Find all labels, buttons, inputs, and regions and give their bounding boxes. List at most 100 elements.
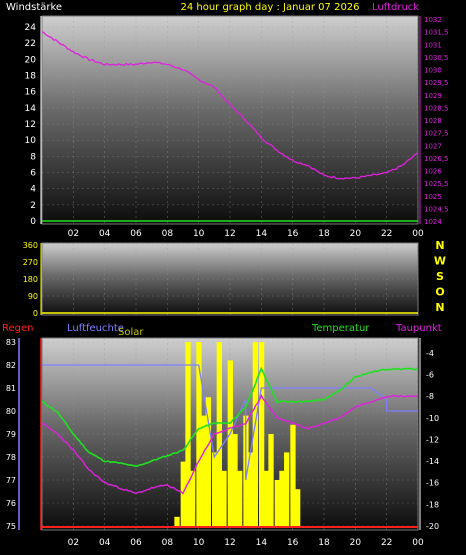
direction-tick-label: 270 — [23, 258, 38, 267]
x-tick-label: 18 — [318, 538, 330, 548]
right-tick-label: 1024,5 — [424, 205, 449, 213]
direction-tick-label: 0 — [33, 309, 38, 318]
solar-bar — [248, 452, 254, 526]
left-tick-label: 4 — [30, 185, 36, 195]
luftfeuchte-label: Luftfeuchte — [67, 323, 124, 334]
right-tick-label: 1026,5 — [424, 155, 449, 163]
right-tick-label: 1028 — [424, 117, 442, 125]
taupunkt-label: Taupunkt — [395, 323, 442, 334]
left-tick-label: 6 — [30, 169, 36, 179]
solar-bar — [290, 424, 296, 526]
right-tick-label: 1031 — [424, 41, 442, 49]
solar-bar — [227, 360, 233, 526]
x-tick-label: 08 — [162, 538, 174, 548]
right-tick-label: 1030,5 — [424, 54, 449, 62]
right-tick-label: 1024 — [424, 218, 442, 226]
temperatur-label: Temperatur — [311, 323, 370, 334]
humidity-tick-label: 78 — [6, 453, 16, 462]
solar-bar — [216, 342, 222, 526]
right-tick-label: 1028,5 — [424, 104, 449, 112]
solar-bar — [211, 452, 218, 526]
x-tick-label: 12 — [224, 229, 235, 239]
x-tick-label: 22 — [381, 229, 392, 239]
solar-bar — [205, 397, 212, 526]
left-tick-label: 18 — [25, 72, 37, 82]
x-tick-label: 04 — [99, 538, 111, 548]
pressure-panel — [41, 15, 419, 225]
solar-bar — [185, 342, 191, 526]
solar-bar — [196, 342, 202, 526]
left-tick-label: 8 — [30, 152, 36, 162]
left-tick-label: 16 — [25, 88, 37, 98]
solar-bar — [252, 342, 259, 526]
x-tick-label: 02 — [68, 229, 79, 239]
temperature-series-line — [41, 366, 419, 468]
right-tick-label: 1025,5 — [424, 180, 449, 188]
x-tick-label: 12 — [224, 538, 235, 548]
solar-bar — [201, 415, 207, 526]
right-tick-label: 1029 — [424, 92, 442, 100]
left-tick-label: 12 — [25, 120, 36, 130]
solar-label: Solar — [118, 327, 144, 338]
temperature-tick-label: -14 — [426, 457, 439, 466]
compass-letter: N — [435, 301, 444, 314]
right-tick-label: 1029,5 — [424, 79, 449, 87]
regen-label: Regen — [2, 323, 34, 334]
solar-bar — [268, 434, 274, 526]
x-tick-label: 16 — [287, 229, 299, 239]
humidity-tick-label: 77 — [6, 476, 16, 485]
left-tick-label: 22 — [25, 39, 36, 49]
temperature-tick-label: -4 — [426, 349, 434, 358]
humidity-tick-label: 82 — [6, 361, 16, 370]
solar-bar — [258, 342, 265, 526]
right-tick-label: 1026 — [424, 168, 442, 176]
solar-bar — [295, 489, 301, 526]
x-tick-label: 06 — [130, 229, 142, 239]
humidity-tick-label: 80 — [6, 407, 16, 416]
solar-bar — [232, 434, 238, 526]
solar-bar — [190, 470, 196, 526]
x-tick-label: 20 — [350, 229, 362, 239]
right-tick-label: 1031,5 — [424, 29, 449, 37]
humidity-series-line — [42, 364, 418, 481]
x-tick-label: 02 — [68, 538, 79, 548]
direction-tick-label: 180 — [23, 275, 38, 284]
humidity-tick-label: 75 — [6, 522, 16, 531]
solar-bar — [274, 480, 280, 526]
x-tick-label: 16 — [287, 538, 299, 548]
right-tick-label: 1025 — [424, 193, 442, 201]
compass-letter: N — [435, 239, 444, 252]
compass-letter: W — [434, 255, 446, 268]
humidity-tick-label: 76 — [6, 499, 16, 508]
temperature-tick-label: -18 — [426, 500, 439, 509]
x-tick-label: 00 — [412, 538, 424, 548]
temperature-tick-label: -6 — [426, 370, 434, 379]
right-tick-label: 1032 — [424, 16, 442, 24]
temperature-tick-label: -8 — [426, 392, 434, 401]
right-tick-label: 1027,5 — [424, 130, 449, 138]
solar-bar — [263, 470, 269, 526]
temperature-tick-label: -12 — [426, 435, 439, 444]
x-tick-label: 00 — [412, 229, 424, 239]
solar-bar — [284, 452, 290, 526]
solar-bar — [279, 470, 285, 526]
left-tick-label: 24 — [25, 23, 37, 33]
x-tick-label: 10 — [193, 229, 205, 239]
temperature-tick-label: -16 — [426, 479, 439, 488]
direction-tick-label: 360 — [23, 241, 38, 250]
x-tick-label: 08 — [162, 229, 174, 239]
x-tick-label: 14 — [256, 229, 268, 239]
left-tick-label: 20 — [25, 55, 37, 65]
humidity-tick-label: 79 — [6, 430, 16, 439]
compass-letter: S — [436, 270, 444, 283]
temperature-tick-label: -10 — [426, 414, 439, 423]
solar-bar — [174, 516, 180, 526]
pressure-series-line — [41, 31, 419, 180]
header-title: 24 hour graph day : Januar 07 2026 — [180, 2, 359, 13]
direction-tick-label: 90 — [28, 292, 38, 301]
x-tick-label: 20 — [350, 538, 362, 548]
x-tick-label: 06 — [130, 538, 142, 548]
compass-letter: O — [435, 286, 444, 299]
x-tick-label: 14 — [256, 538, 268, 548]
